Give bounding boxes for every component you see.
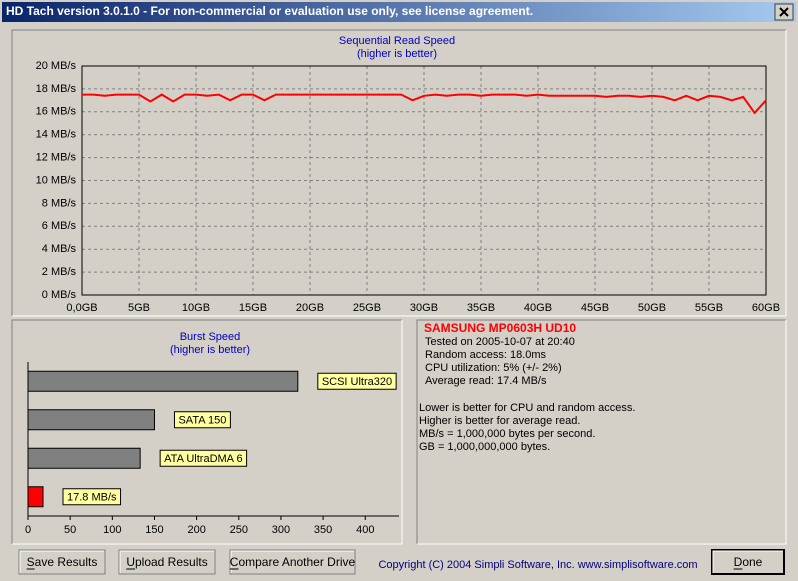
button-label: Upload Results (126, 555, 207, 569)
x-tick-label: 150 (145, 524, 163, 536)
button-highlight (712, 550, 783, 573)
chart-subtitle: (higher is better) (170, 344, 250, 356)
x-tick-label: 50GB (638, 302, 666, 314)
x-tick-label: 5GB (128, 302, 150, 314)
button-face (711, 549, 785, 575)
panel-shadow (11, 319, 402, 544)
x-tick-label: 40GB (524, 302, 552, 314)
x-tick-label: 0,0GB (66, 302, 97, 314)
bar-label: ATA UltraDMA 6 (164, 453, 242, 465)
read-speed-line (82, 93, 767, 115)
label-box (317, 372, 397, 390)
window-title: HD Tach version 3.0.1.0 - For non-commer… (6, 4, 533, 18)
info-note: Higher is better for average read. (419, 415, 580, 427)
x-tick-label: 15GB (239, 302, 267, 314)
button[interactable]: Done (711, 549, 785, 575)
info-note: GB = 1,000,000,000 bytes. (419, 441, 550, 453)
button[interactable]: Upload Results (118, 549, 216, 575)
bar-label: SATA 150 (178, 415, 226, 427)
x-tick-label: 300 (272, 524, 290, 536)
panel-light (417, 320, 787, 545)
label-box (173, 411, 231, 429)
button-highlight (230, 550, 354, 573)
chart-subtitle: (higher is better) (357, 48, 437, 60)
bar (27, 409, 155, 431)
button-label: Save Results (27, 555, 98, 569)
x-tick-label: 30GB (410, 302, 438, 314)
panel-shadow (11, 29, 786, 316)
y-tick-label: 0 MB/s (42, 289, 77, 301)
x-tick-label: 250 (230, 524, 248, 536)
bar-label: 17.8 MB/s (67, 492, 117, 504)
y-tick-label: 14 MB/s (36, 129, 77, 141)
chart-title: Sequential Read Speed (339, 35, 455, 47)
x-tick-label: 50 (64, 524, 76, 536)
y-tick-label: 6 MB/s (42, 220, 77, 232)
copyright: Copyright (C) 2004 Simpli Software, Inc.… (378, 559, 697, 571)
info-note: MB/s = 1,000,000 bytes per second. (419, 428, 595, 440)
button-highlight (19, 550, 104, 573)
x-tick-label: 400 (356, 524, 374, 536)
title-bar (2, 2, 796, 22)
panel-shadow (416, 319, 786, 544)
y-tick-label: 16 MB/s (36, 106, 77, 118)
button-face (18, 549, 106, 575)
x-tick-label: 55GB (695, 302, 723, 314)
x-tick-label: 20GB (296, 302, 324, 314)
bar (27, 486, 44, 508)
button-highlight (119, 550, 214, 573)
label-box (159, 449, 248, 467)
button[interactable]: Compare Another Drive (229, 549, 356, 575)
x-tick-label: 350 (314, 524, 332, 536)
button-label: Done (734, 555, 763, 569)
x-tick-label: 0 (25, 524, 31, 536)
info-note: Lower is better for CPU and random acces… (419, 402, 635, 414)
button[interactable]: Save Results (18, 549, 106, 575)
info-line: Tested on 2005-10-07 at 20:40 (425, 336, 575, 348)
info-line: Random access: 18.0ms (425, 349, 547, 361)
y-tick-label: 12 MB/s (36, 152, 77, 164)
x-tick-label: 100 (103, 524, 121, 536)
close-button[interactable] (774, 3, 794, 21)
button-face (229, 549, 356, 575)
panel-light (12, 320, 403, 545)
x-tick-label: 45GB (581, 302, 609, 314)
button-label: Compare Another Drive (230, 555, 356, 569)
bar (27, 370, 299, 392)
drive-name: SAMSUNG MP0603H UD10 (424, 321, 576, 335)
x-tick-label: 25GB (353, 302, 381, 314)
y-tick-label: 18 MB/s (36, 83, 77, 95)
info-line: Average read: 17.4 MB/s (425, 375, 547, 387)
bar (27, 447, 141, 469)
panel-light (12, 30, 787, 317)
y-tick-label: 8 MB/s (42, 197, 77, 209)
chart-title: Burst Speed (180, 331, 241, 343)
label-box (62, 488, 122, 506)
x-tick-label: 35GB (467, 302, 495, 314)
info-line: CPU utilization: 5% (+/- 2%) (425, 362, 562, 374)
plot-frame (81, 65, 767, 296)
y-tick-label: 4 MB/s (42, 243, 77, 255)
x-tick-label: 10GB (182, 302, 210, 314)
y-tick-label: 20 MB/s (36, 60, 77, 72)
bar-label: SCSI Ultra320 (322, 376, 392, 388)
x-tick-label: 200 (187, 524, 205, 536)
y-tick-label: 10 MB/s (36, 174, 77, 186)
y-tick-label: 2 MB/s (42, 266, 77, 278)
x-tick-label: 60GB (752, 302, 780, 314)
button-face (118, 549, 216, 575)
